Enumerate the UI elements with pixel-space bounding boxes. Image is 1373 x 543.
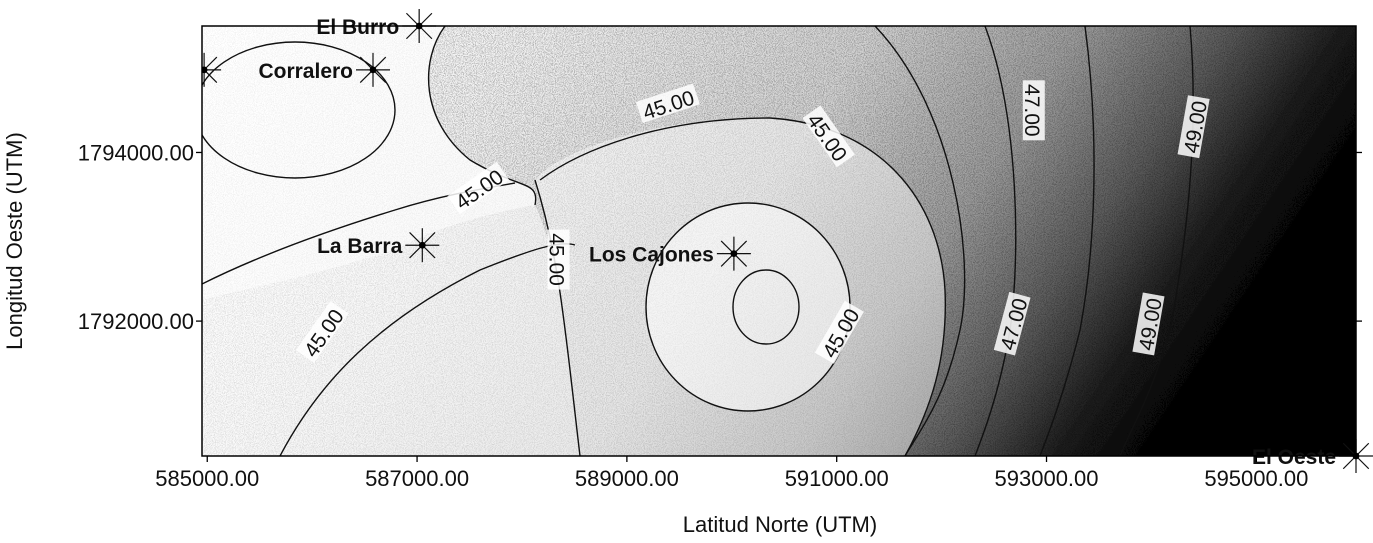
contour-label-bg bbox=[1022, 80, 1045, 141]
site-marker: La Barra bbox=[317, 228, 440, 263]
x-tick-label: 587000.00 bbox=[365, 466, 469, 491]
contour-label-bg bbox=[296, 301, 349, 363]
site-label: El Burro bbox=[316, 16, 399, 39]
site-point bbox=[418, 241, 426, 249]
y-tick-label: 1792000.00 bbox=[78, 309, 194, 334]
contour-label-bg bbox=[1177, 95, 1210, 159]
x-axis-title: Latitud Norte (UTM) bbox=[683, 512, 877, 537]
low-region-cajones bbox=[646, 203, 850, 411]
y-axis-title: Longitud Oeste (UTM) bbox=[2, 132, 27, 350]
sites: El Tinduche Corralero La Barra Los Cajones bbox=[83, 52, 751, 271]
site-point bbox=[369, 66, 377, 74]
x-tick-label: 585000.00 bbox=[155, 466, 259, 491]
contour-label-text: 45.00 bbox=[545, 233, 568, 286]
x-axis: 585000.00 587000.00 589000.00 591000.00 5930… bbox=[155, 456, 1308, 491]
contour-line bbox=[202, 41, 396, 179]
site-marker: Los Cajones bbox=[589, 236, 751, 271]
contour-line bbox=[539, 117, 947, 456]
x-tick-label: 589000.00 bbox=[575, 466, 679, 491]
contour-label-bg bbox=[1132, 292, 1165, 356]
site-label: Los Cajones bbox=[589, 244, 714, 267]
site-label: Corralero bbox=[258, 60, 353, 83]
contour-label-bg bbox=[635, 83, 700, 123]
contour-label-bg bbox=[802, 105, 855, 168]
site-label: El Tinduche bbox=[83, 60, 202, 83]
contour-label-text: 47.00 bbox=[1020, 84, 1043, 137]
site-label: El Oeste bbox=[1252, 446, 1336, 469]
contour-line bbox=[732, 269, 800, 345]
y-axis: 1792000.00 1794000.00 bbox=[78, 140, 1362, 334]
contour-label: 45.00 bbox=[545, 229, 570, 290]
x-tick-label: 593000.00 bbox=[995, 466, 1099, 491]
y-tick-label: 1794000.00 bbox=[78, 140, 194, 165]
contour-label: 47.00 bbox=[1020, 80, 1045, 141]
contour-label-bg bbox=[814, 300, 864, 364]
contour-line bbox=[534, 179, 581, 456]
contour-label-bg bbox=[993, 291, 1031, 356]
x-tick-label: 595000.00 bbox=[1204, 466, 1308, 491]
site-marker: El Tinduche bbox=[83, 52, 222, 87]
x-tick-label: 591000.00 bbox=[785, 466, 889, 491]
site-point bbox=[730, 250, 738, 258]
site-label: La Barra bbox=[317, 235, 403, 258]
contour-line bbox=[874, 26, 966, 456]
contour-line bbox=[427, 26, 537, 206]
low-region-northwest bbox=[202, 26, 536, 300]
site-marker: Corralero bbox=[258, 52, 391, 87]
contour-line bbox=[1039, 26, 1095, 456]
plot-frame bbox=[201, 25, 1357, 457]
contour-label-bg bbox=[547, 229, 570, 290]
site-point bbox=[202, 66, 208, 74]
contour-label-bg bbox=[447, 161, 510, 215]
